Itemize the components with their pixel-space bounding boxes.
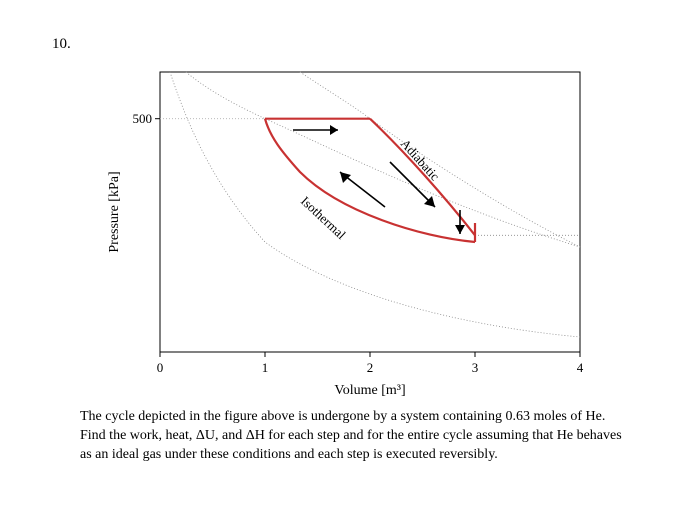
cycle-isothermal: [265, 119, 475, 242]
y-ticks: 500: [133, 111, 161, 126]
question-number: 10.: [52, 36, 71, 53]
x-axis-label: Volume [m³]: [334, 383, 405, 398]
dotted-curve-2: [300, 72, 580, 247]
arrow-isobaric: [293, 125, 338, 135]
arrow-isothermal: [340, 172, 385, 207]
y-axis-label: Pressure [kPa]: [107, 171, 122, 252]
pv-chart: Adiabatic Isothermal 0 1 2 3 4 500 Volum…: [90, 52, 610, 402]
caption-line2: Find the work, heat, ΔU, and ΔH for each…: [80, 428, 622, 443]
x-ticks: 0 1 2 3 4: [157, 352, 584, 375]
dotted-curve-3: [170, 72, 580, 337]
label-isothermal: Isothermal: [298, 193, 349, 242]
svg-text:4: 4: [577, 360, 584, 375]
problem-statement: The cycle depicted in the figure above i…: [80, 408, 640, 465]
caption-line1: The cycle depicted in the figure above i…: [80, 409, 605, 424]
svg-text:3: 3: [472, 360, 479, 375]
svg-text:1: 1: [262, 360, 269, 375]
svg-text:500: 500: [133, 111, 153, 126]
caption-line3: as an ideal gas under these conditions a…: [80, 447, 498, 462]
svg-text:2: 2: [367, 360, 374, 375]
svg-text:0: 0: [157, 360, 164, 375]
plot-frame: [160, 72, 580, 352]
